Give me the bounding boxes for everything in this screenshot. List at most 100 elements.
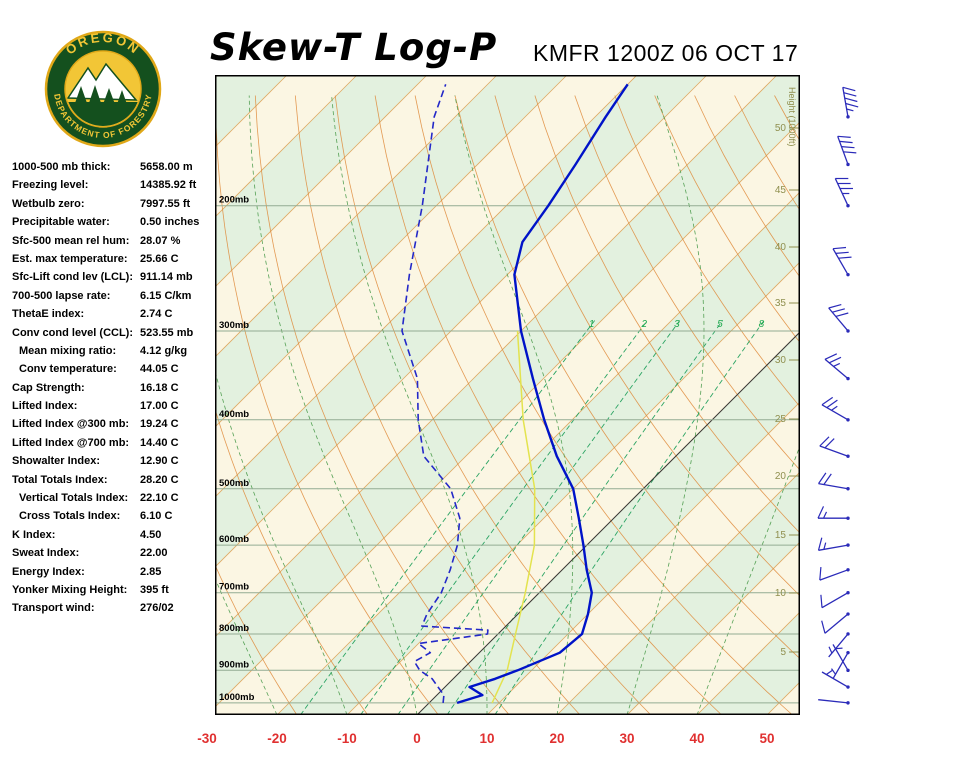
index-label: Energy Index: (12, 565, 85, 578)
pressure-label: 500mb (219, 478, 249, 489)
index-value: 22.00 (140, 547, 168, 560)
dry-adiabats (215, 95, 800, 715)
index-label: Showalter Index: (12, 455, 101, 468)
wind-barb-column (817, 86, 859, 705)
index-label: Transport wind: (12, 602, 95, 615)
index-label: ThetaE index: (12, 308, 85, 321)
wind-barb (828, 304, 850, 333)
wind-barb (837, 135, 857, 167)
index-row: Cross Totals Index: 6.10 C (12, 510, 217, 528)
index-value: 22.10 C (140, 492, 179, 505)
station-time-label: KMFR 1200Z 06 OCT 17 (533, 40, 799, 66)
mixing-ratio-label: 3 (674, 319, 680, 330)
wind-barb (824, 353, 850, 381)
wind-barb (828, 632, 850, 658)
index-label: Conv cond level (CCL): (12, 326, 134, 339)
wind-barb (819, 567, 850, 581)
wind-barb (818, 472, 850, 491)
index-value: 911.14 mb (140, 271, 193, 284)
index-label: Cross Totals Index: (19, 510, 121, 523)
wind-barb (817, 537, 850, 551)
index-label: Mean mixing ratio: (19, 344, 117, 357)
height-tick-label: 30 (775, 355, 787, 366)
temp-tick-label: -30 (197, 731, 217, 746)
index-value: 16.18 C (140, 381, 179, 394)
wind-barb (819, 436, 850, 458)
index-value: 28.20 C (140, 473, 179, 486)
wind-barb (842, 86, 859, 119)
index-row: Vertical Totals Index: 22.10 C (12, 492, 217, 510)
index-row: Showalter Index: 12.90 C (12, 455, 217, 473)
index-label: Lifted Index @300 mb: (12, 418, 130, 431)
tree-icon (102, 88, 116, 107)
mixing-ratio-lines: 1 2 3 5 8 (300, 319, 765, 715)
mixing-ratio-label: 1 (589, 319, 595, 330)
pressure-label: 300mb (219, 320, 249, 331)
index-row: Freezing level: 14385.92 ft (12, 179, 217, 197)
index-row: Yonker Mixing Height: 395 ft (12, 584, 217, 602)
index-label: Total Totals Index: (12, 473, 108, 486)
index-row: Wetbulb zero: 7997.55 ft (12, 198, 217, 216)
height-tick-label: 15 (775, 530, 787, 541)
index-value: 7997.55 ft (140, 197, 191, 210)
temperature-axis: -30 -20 -10 0 10 20 30 40 50 (197, 731, 800, 753)
temperature-profile (456, 83, 629, 705)
index-label: 700-500 lapse rate: (12, 289, 111, 302)
mixing-ratio-label: 2 (641, 319, 648, 330)
index-value: 276/02 (140, 602, 174, 615)
zero-isotherm (416, 331, 800, 715)
mixing-ratio-label: 8 (759, 319, 765, 330)
temp-tick-label: 30 (619, 731, 635, 746)
index-value: 17.00 C (140, 400, 179, 413)
temp-tick-label: 50 (759, 731, 775, 746)
index-value: 6.10 C (140, 510, 173, 523)
index-label: Yonker Mixing Height: (12, 583, 128, 596)
dewpoint-profile (401, 84, 489, 703)
wind-barb (831, 650, 850, 680)
height-scale: 50 45 40 35 30 25 20 15 10 5 Height (1000ft) (775, 87, 800, 658)
wind-barb (832, 246, 852, 277)
pressure-label: 700mb (219, 582, 249, 593)
wind-barb (821, 670, 850, 689)
index-value: 0.50 inches (140, 216, 200, 229)
index-value: 14.40 C (140, 436, 179, 449)
index-value: 2.85 (140, 565, 162, 578)
wind-barb (818, 699, 850, 705)
index-row: Precipitable water: 0.50 inches (12, 216, 217, 234)
index-row: ThetaE index: 2.74 C (12, 308, 217, 326)
index-row: Lifted Index @700 mb: 14.40 C (12, 437, 217, 455)
index-row: Conv cond level (CCL): 523.55 mb (12, 327, 217, 345)
index-label: Lifted Index: (12, 400, 78, 413)
chart-border (215, 75, 800, 715)
height-tick-label: 5 (780, 647, 786, 658)
index-value: 25.66 C (140, 252, 179, 265)
index-row: Sweat Index: 22.00 (12, 547, 217, 565)
mixing-ratio-label: 5 (717, 319, 723, 330)
page-title: Skew-T Log-P (210, 26, 498, 69)
temp-tick-label: -20 (267, 731, 287, 746)
index-row: 700-500 lapse rate: 6.15 C/km (12, 290, 217, 308)
tree-icon (115, 90, 129, 110)
tree-icon (74, 86, 88, 106)
height-scale-title: Height (1000ft) (787, 87, 797, 147)
pressure-label: 800mb (219, 623, 249, 634)
index-value: 4.12 g/kg (140, 344, 188, 357)
index-row: Energy Index: 2.85 (12, 566, 217, 584)
temp-tick-label: -10 (337, 731, 357, 746)
index-label: Sfc-Lift cond lev (LCL): (12, 271, 133, 284)
index-label: Conv temperature: (19, 363, 117, 376)
tree-icon (87, 85, 103, 109)
index-row: K Index: 4.50 (12, 529, 217, 547)
indices-panel: 1000-500 mb thick: 5658.00 m Freezing leve… (12, 161, 217, 621)
pressure-label: 400mb (219, 409, 249, 420)
index-label: K Index: (12, 528, 56, 541)
height-tick-label: 35 (775, 298, 787, 309)
index-value: 6.15 C/km (140, 289, 192, 302)
index-row: Cap Strength: 16.18 C (12, 382, 217, 400)
index-row: Total Totals Index: 28.20 C (12, 474, 217, 492)
pressure-label: 600mb (219, 534, 249, 545)
height-tick-label: 50 (775, 123, 787, 134)
index-row: Sfc-500 mean rel hum: 28.07 % (12, 235, 217, 253)
odf-logo: OREGON DEPARTMENT OF FORESTRY (44, 30, 162, 148)
pressure-label: 900mb (219, 659, 249, 670)
